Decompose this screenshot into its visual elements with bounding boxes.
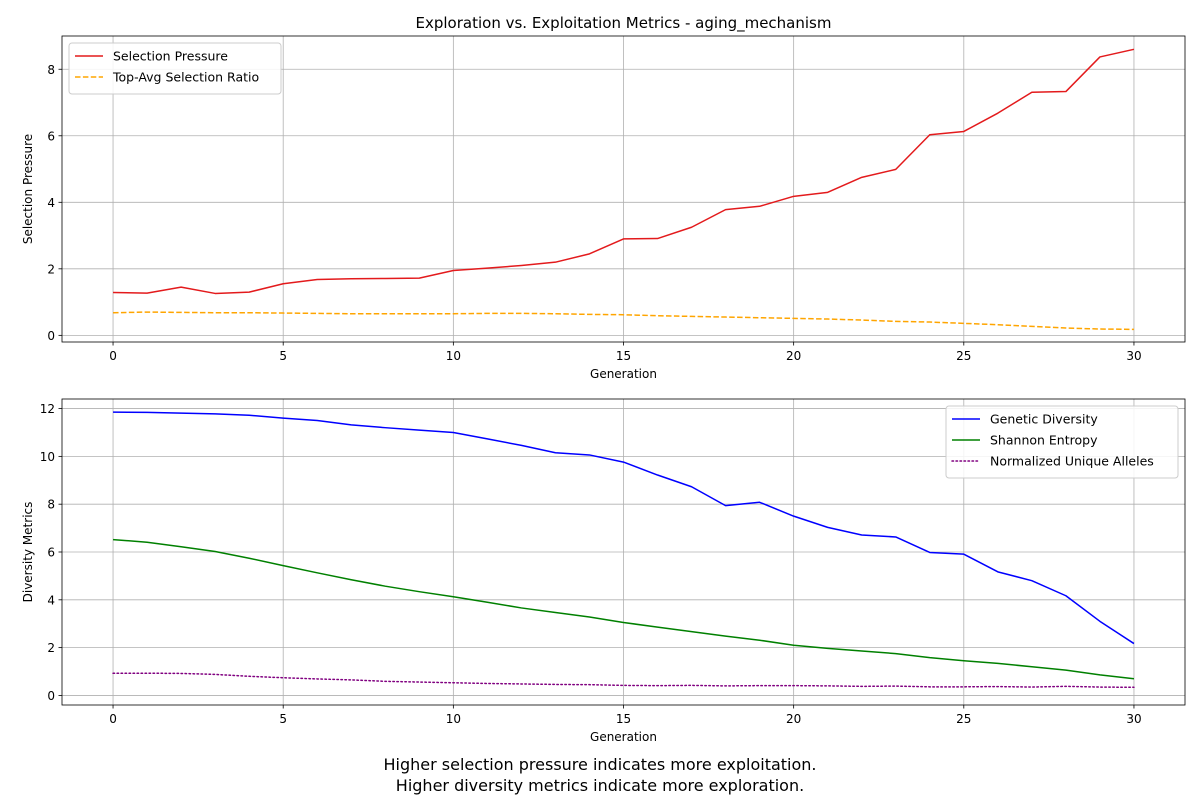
chart-1-series-2-line [113,311,1134,331]
chart-2-y-tick-label: 6 [47,546,55,560]
chart-2-legend-label-3: Normalized Unique Alleles [990,454,1154,469]
chart-2-series-1-line [113,411,1135,645]
chart-2-y-axis-label: Diversity Metrics [21,502,35,603]
caption-line-2: Higher diversity metrics indicate more e… [395,776,805,795]
chart-2-x-tick-label: 20 [786,712,801,726]
figure-caption: Higher selection pressure indicates more… [0,754,1200,796]
caption-line-1: Higher selection pressure indicates more… [383,755,817,774]
chart-2-series-2-line [112,538,1135,680]
chart-2-x-tick-label: 15 [616,712,631,726]
chart-2-x-tick-label: 30 [1126,712,1141,726]
chart-1-x-tick-label: 15 [616,349,631,363]
chart-2-legend-box [945,405,1179,479]
chart-1-x-tick-label: 30 [1126,349,1141,363]
chart-canvas: Exploration vs. Exploitation Metrics - a… [21,14,1186,744]
chart-2-y-tick-label: 12 [40,402,55,416]
chart-1-series-1-line [113,48,1135,295]
chart-2-x-tick-label: 10 [446,712,461,726]
chart-2-y-tick-label: 0 [47,689,55,703]
chart-2-x-tick-label: 0 [109,712,117,726]
chart-1-y-tick-label: 6 [47,129,55,143]
chart-1-title: Exploration vs. Exploitation Metrics - a… [416,14,832,33]
chart-1-y-tick-label: 4 [47,196,55,210]
chart-2-x-tick-label: 5 [279,712,287,726]
chart-2-y-tick-label: 8 [47,498,55,512]
chart-2-legend-label-2: Shannon Entropy [990,433,1098,448]
chart-1-x-tick-label: 0 [109,349,117,363]
chart-2-x-tick-label: 25 [956,712,971,726]
chart-1-y-tick-label: 8 [47,63,55,77]
chart-1-y-axis-label: Selection Pressure [21,134,35,244]
chart-1-x-tick-label: 20 [786,349,801,363]
chart-1-y-tick-label: 0 [47,329,55,343]
chart-2-y-tick-label: 10 [40,450,55,464]
chart-1-y-tick-label: 2 [47,262,55,276]
chart-1-x-tick-label: 25 [956,349,971,363]
chart-1-legend-box [68,42,282,95]
chart-2-y-tick-label: 4 [47,593,55,607]
chart-1-x-axis-label: Generation [590,367,657,381]
chart-1-legend-label-2: Top-Avg Selection Ratio [112,70,259,85]
chart-2-legend-label-1: Genetic Diversity [990,412,1098,427]
chart-1-x-tick-label: 10 [446,349,461,363]
chart-2-x-axis-label: Generation [590,730,657,744]
chart-1-legend-label-1: Selection Pressure [113,49,228,64]
chart-1-x-tick-label: 5 [279,349,287,363]
chart-2-y-tick-label: 2 [47,641,55,655]
chart-2-series-3-line [112,672,1135,689]
